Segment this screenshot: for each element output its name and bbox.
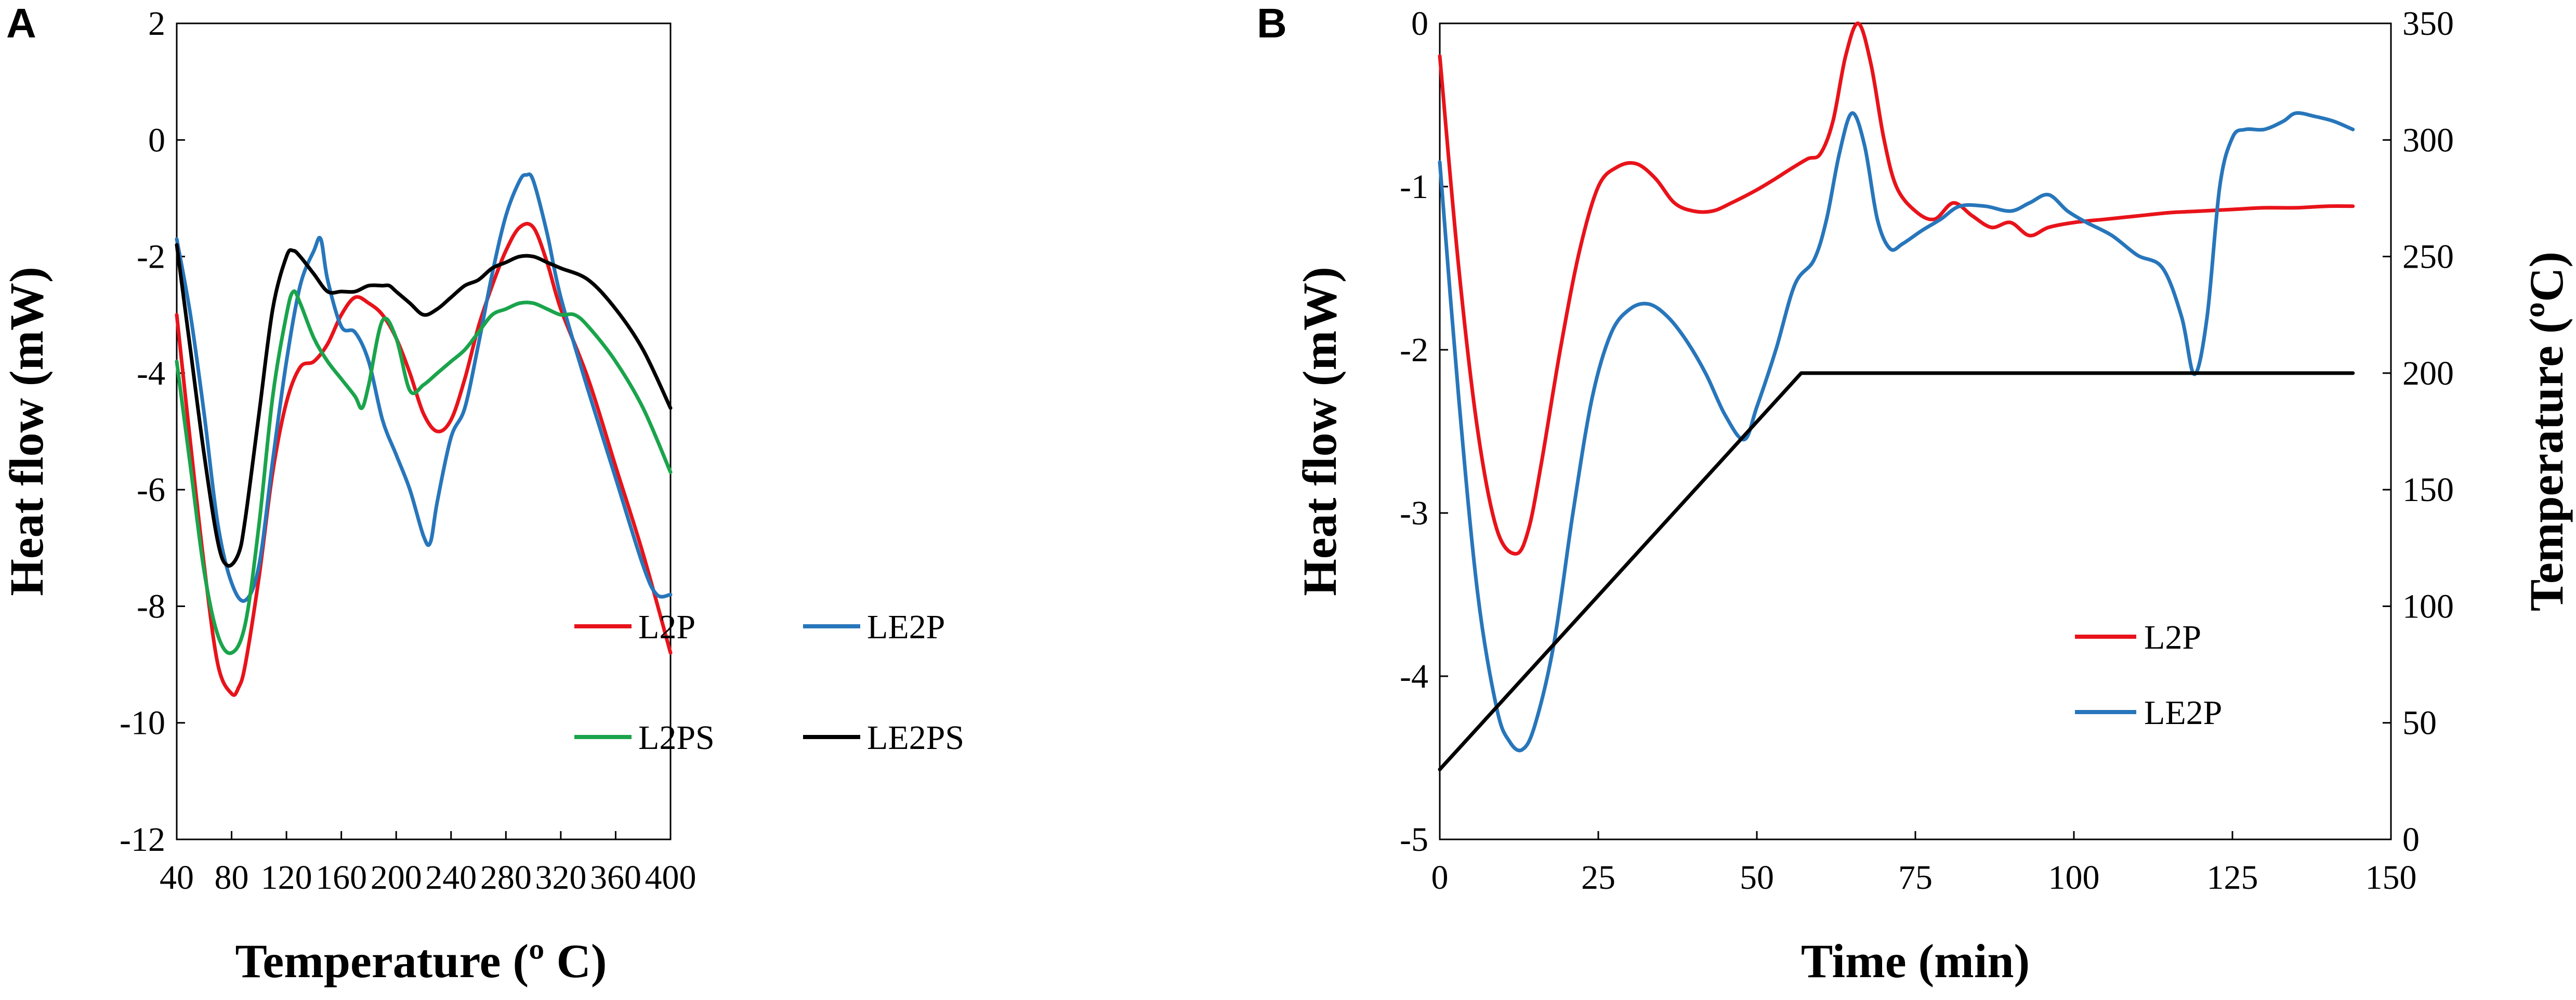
x-tick-label: 240 (425, 859, 477, 897)
x-tick-label: 400 (645, 859, 696, 897)
x-tick-label: 80 (215, 859, 249, 897)
y2-tick-label: 50 (2402, 704, 2437, 742)
y2-tick-label: 200 (2402, 354, 2454, 392)
y-tick-label: -2 (1400, 331, 1428, 369)
y-tick-label: -5 (1400, 821, 1428, 859)
panel-b-x-ticks: 0 25 50 75 100 125 150 (1431, 831, 2417, 897)
y-tick-label: -2 (137, 238, 165, 276)
legend-label-b-l2p: L2P (2144, 619, 2201, 656)
y2-tick-label: 0 (2402, 821, 2420, 859)
y-tick-label: -4 (1400, 657, 1428, 695)
legend-label-le2ps: LE2PS (867, 719, 964, 757)
x-tick-label: 100 (2048, 859, 2100, 897)
x-tick-label: 0 (1431, 859, 1449, 897)
y2-tick-label: 300 (2402, 121, 2454, 159)
x-tick-label: 320 (535, 859, 586, 897)
legend-label-le2p: LE2P (867, 608, 945, 646)
panel-b-y2-ticks: 0 50 100 150 200 250 300 350 (2383, 5, 2454, 859)
y-tick-label: -6 (137, 471, 165, 509)
x-tick-label: 200 (371, 859, 422, 897)
panel-b-y-axis-title: Heat flow (mW) (1293, 267, 1346, 596)
panel-label-a: A (6, 0, 36, 46)
series-line-le2ps (175, 243, 673, 568)
legend-label-l2p: L2P (638, 608, 695, 646)
panel-label-b: B (1257, 0, 1287, 46)
series-line-le2p (175, 172, 673, 603)
panel-a-legend: L2P LE2P L2PS LE2PS (574, 608, 964, 757)
y-tick-label: -8 (137, 587, 165, 625)
x-tick-label: 25 (1581, 859, 1615, 897)
x-tick-label: 160 (316, 859, 367, 897)
panel-b-x-axis-title: Time (min) (1801, 935, 2030, 988)
x-tick-label: 280 (480, 859, 532, 897)
y-tick-label: -12 (120, 821, 165, 859)
x-tick-label: 150 (2365, 859, 2417, 897)
y-tick-label: 0 (1411, 5, 1428, 43)
series-line-l2p (1438, 21, 2355, 556)
panel-b-plot-frame (1439, 22, 2392, 840)
y-tick-label: -10 (120, 704, 165, 742)
y-tick-label: -4 (137, 354, 165, 392)
y2-tick-label: 100 (2402, 587, 2454, 625)
panel-b-legend: L2P LE2P (2075, 619, 2222, 732)
panel-a: A -12 -10 -8 -6 -4 -2 0 2 40 80 120 160 200 240 280 32… (0, 0, 964, 988)
x-tick-label: 360 (590, 859, 641, 897)
legend-label-b-le2p: LE2P (2144, 694, 2222, 732)
y2-tick-label: 150 (2402, 471, 2454, 509)
panel-a-series (175, 172, 673, 697)
series-line-l2ps (175, 289, 673, 655)
panel-b: B -5 -4 -3 -2 -1 0 0 50 100 150 200 250 300 350 0 25 5… (1257, 0, 2573, 988)
panel-b-series (1438, 21, 2355, 771)
panel-a-x-axis-title: Temperature (º C) (235, 935, 607, 988)
x-tick-label: 125 (2207, 859, 2258, 897)
panel-a-plot-frame (176, 22, 672, 840)
legend-label-l2ps: L2PS (638, 719, 715, 757)
y2-tick-label: 250 (2402, 238, 2454, 276)
y-tick-label: -3 (1400, 494, 1428, 532)
x-tick-label: 40 (160, 859, 194, 897)
y-tick-label: 2 (148, 5, 165, 43)
y2-tick-label: 350 (2402, 5, 2454, 43)
y-tick-label: 0 (148, 121, 165, 159)
y-tick-label: -1 (1400, 168, 1428, 206)
panel-a-y-axis-title: Heat flow (mW) (0, 267, 53, 596)
panel-b-y2-axis-title: Temperature (ºC) (2520, 252, 2573, 611)
x-tick-label: 50 (1740, 859, 1774, 897)
panel-a-y-ticks: -12 -10 -8 -6 -4 -2 0 2 (120, 5, 185, 859)
panel-b-y-ticks: -5 -4 -3 -2 -1 0 (1400, 5, 1448, 859)
x-tick-label: 120 (261, 859, 312, 897)
series-line-le2p (1438, 111, 2355, 753)
panel-a-x-ticks: 40 80 120 160 200 240 280 320 360 400 (160, 831, 696, 897)
series-line-temperature (1438, 371, 2355, 771)
x-tick-label: 75 (1898, 859, 1933, 897)
